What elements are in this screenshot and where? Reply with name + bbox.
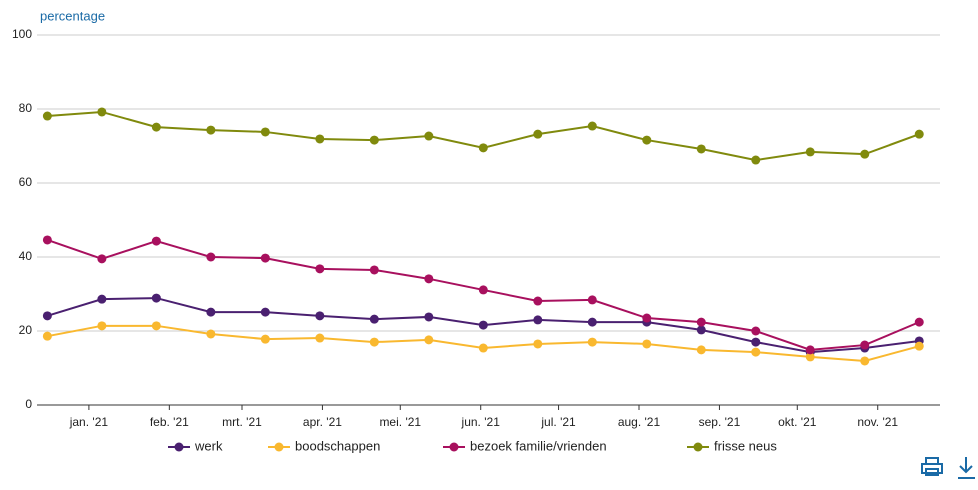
data-point [206,252,216,262]
data-point [860,356,870,366]
data-point [151,122,161,132]
data-point [369,135,379,145]
x-tick-label: feb. '21 [150,415,189,429]
data-point [533,129,543,139]
data-point [587,295,597,305]
x-tick-label: nov. '21 [857,415,898,429]
data-point [369,265,379,275]
data-point [42,111,52,121]
y-tick-label: 20 [19,323,33,337]
y-axis-title: percentage [40,8,105,23]
data-point [42,331,52,341]
print-icon[interactable] [921,457,943,476]
x-tick-label: jul. '21 [540,415,576,429]
legend-marker [693,442,703,452]
data-point [97,294,107,304]
data-point [260,253,270,263]
data-point [914,129,924,139]
data-point [478,143,488,153]
data-point [478,320,488,330]
series-line [47,239,920,351]
data-point [533,339,543,349]
data-point [260,127,270,137]
data-point [914,317,924,327]
data-point [315,264,325,274]
data-point [151,236,161,246]
data-point [478,343,488,353]
data-point [696,317,706,327]
data-point [315,333,325,343]
data-point [424,274,434,284]
data-point [587,317,597,327]
data-point [533,315,543,325]
data-point [206,125,216,135]
data-point [424,312,434,322]
data-point [860,340,870,350]
y-tick-label: 80 [19,101,33,115]
x-tick-label: sep. '21 [699,415,741,429]
data-point [642,339,652,349]
legend-marker [174,442,184,452]
data-point [587,121,597,131]
data-point [696,325,706,335]
legend-label: frisse neus [714,438,777,453]
data-point [587,337,597,347]
legend-label: bezoek familie/vrienden [470,438,607,453]
x-tick-label: aug. '21 [618,415,661,429]
data-point [860,149,870,159]
data-point [42,235,52,245]
x-tick-label: mei. '21 [379,415,421,429]
data-point [151,293,161,303]
data-point [369,337,379,347]
data-point [805,345,815,355]
data-point [424,131,434,141]
y-tick-label: 40 [19,249,33,263]
data-point [97,254,107,264]
data-point [751,337,761,347]
legend-label: boodschappen [295,438,380,453]
x-tick-label: mrt. '21 [222,415,262,429]
data-point [424,335,434,345]
data-point [751,326,761,336]
x-tick-label: jan. '21 [69,415,109,429]
data-point [696,144,706,154]
data-point [315,134,325,144]
data-point [696,345,706,355]
data-point [97,107,107,117]
legend-marker [449,442,459,452]
data-point [533,296,543,306]
data-point [206,329,216,339]
data-point [206,307,216,317]
data-point [260,334,270,344]
data-point [478,285,488,295]
x-tick-label: jun. '21 [461,415,501,429]
data-point [642,135,652,145]
y-tick-label: 100 [12,27,32,41]
data-point [751,347,761,357]
download-icon[interactable] [958,457,975,479]
data-point [751,155,761,165]
data-point [642,313,652,323]
y-tick-label: 60 [19,175,33,189]
data-point [914,341,924,351]
series-line [47,110,920,162]
y-tick-label: 0 [25,397,32,411]
data-point [42,311,52,321]
legend-marker [274,442,284,452]
x-tick-label: apr. '21 [303,415,342,429]
data-point [369,314,379,324]
x-tick-label: okt. '21 [778,415,817,429]
legend-label: werk [194,438,223,453]
data-point [805,352,815,362]
data-point [315,311,325,321]
data-point [151,321,161,331]
data-point [805,147,815,157]
data-point [97,321,107,331]
data-point [260,307,270,317]
